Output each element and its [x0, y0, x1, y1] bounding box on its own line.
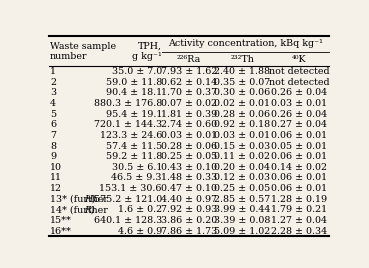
Text: 59.0 ± 11.8: 59.0 ± 11.8 [106, 78, 162, 87]
Text: 7: 7 [50, 131, 56, 140]
Text: 4: 4 [50, 99, 56, 108]
Text: 0.43 ± 0.10: 0.43 ± 0.10 [161, 163, 217, 172]
Text: 153.1 ± 30.6: 153.1 ± 30.6 [99, 184, 162, 193]
Text: 3: 3 [50, 88, 56, 97]
Text: 0.06 ± 0.01: 0.06 ± 0.01 [271, 173, 327, 183]
Text: 1.48 ± 0.33: 1.48 ± 0.33 [161, 173, 217, 183]
Text: ⁴⁰K: ⁴⁰K [292, 54, 306, 64]
Text: H): H) [84, 195, 96, 204]
Text: Waste sample
number: Waste sample number [50, 42, 116, 61]
Text: 0.26 ± 0.04: 0.26 ± 0.04 [271, 88, 327, 97]
Text: 4.6 ± 0.9: 4.6 ± 0.9 [118, 227, 162, 236]
Text: 0.92 ± 0.18: 0.92 ± 0.18 [214, 120, 270, 129]
Text: 0.03 ± 0.01: 0.03 ± 0.01 [271, 99, 327, 108]
Text: 95.4 ± 19.1: 95.4 ± 19.1 [106, 110, 162, 119]
Text: 0.35 ± 0.07: 0.35 ± 0.07 [214, 78, 270, 87]
Text: 3.39 ± 0.08: 3.39 ± 0.08 [214, 216, 270, 225]
Text: 5.09 ± 1.02: 5.09 ± 1.02 [214, 227, 270, 236]
Text: 4.40 ± 0.97: 4.40 ± 0.97 [161, 195, 217, 204]
Text: 0.26 ± 0.04: 0.26 ± 0.04 [271, 110, 327, 119]
Text: 16**: 16** [50, 227, 72, 236]
Text: 0.07 ± 0.02: 0.07 ± 0.02 [161, 99, 217, 108]
Text: 30.5 ± 6.1: 30.5 ± 6.1 [111, 163, 162, 172]
Text: 0.02 ± 0.01: 0.02 ± 0.01 [214, 99, 270, 108]
Text: 0.25 ± 0.05: 0.25 ± 0.05 [161, 152, 217, 161]
Text: 2.28 ± 0.34: 2.28 ± 0.34 [271, 227, 327, 236]
Text: 2: 2 [50, 78, 56, 87]
Text: 90.4 ± 18.1: 90.4 ± 18.1 [106, 88, 162, 97]
Text: 59.2 ± 11.8: 59.2 ± 11.8 [106, 152, 162, 161]
Text: 0.11 ± 0.02: 0.11 ± 0.02 [214, 152, 270, 161]
Text: 35.0 ± 7.0: 35.0 ± 7.0 [112, 67, 162, 76]
Text: 1.27 ± 0.04: 1.27 ± 0.04 [271, 216, 327, 225]
Text: 7.86 ± 1.73: 7.86 ± 1.73 [161, 227, 217, 236]
Text: 46.5 ± 9.3: 46.5 ± 9.3 [111, 173, 162, 183]
Text: 3.86 ± 0.20: 3.86 ± 0.20 [161, 216, 217, 225]
Text: 9: 9 [50, 152, 56, 161]
Text: 0.28 ± 0.06: 0.28 ± 0.06 [214, 110, 270, 119]
Text: TPH,
g kg⁻¹: TPH, g kg⁻¹ [132, 42, 162, 61]
Text: 0.03 ± 0.01: 0.03 ± 0.01 [161, 131, 217, 140]
Text: 7.93 ± 1.62: 7.93 ± 1.62 [161, 67, 217, 76]
Text: 0.47 ± 0.10: 0.47 ± 0.10 [161, 184, 217, 193]
Text: 0.12 ± 0.03: 0.12 ± 0.03 [214, 173, 270, 183]
Text: 11: 11 [50, 173, 62, 183]
Text: 7.92 ± 0.93: 7.92 ± 0.93 [161, 205, 217, 214]
Text: 5: 5 [50, 110, 56, 119]
Text: 0.06 ± 0.01: 0.06 ± 0.01 [271, 184, 327, 193]
Text: 0.05 ± 0.01: 0.05 ± 0.01 [271, 142, 327, 151]
Text: 1: 1 [50, 67, 56, 76]
Text: 0.62 ± 0.14: 0.62 ± 0.14 [161, 78, 217, 87]
Text: 123.3 ± 24.6: 123.3 ± 24.6 [100, 131, 162, 140]
Text: 0.20 ± 0.04: 0.20 ± 0.04 [214, 163, 270, 172]
Text: 720.1 ± 144.3: 720.1 ± 144.3 [94, 120, 162, 129]
Text: 13* (further: 13* (further [50, 195, 111, 204]
Text: 0.06 ± 0.01: 0.06 ± 0.01 [271, 131, 327, 140]
Text: 15**: 15** [50, 216, 72, 225]
Text: 880.3 ± 176.8: 880.3 ± 176.8 [94, 99, 162, 108]
Text: 0.15 ± 0.03: 0.15 ± 0.03 [214, 142, 270, 151]
Text: ²³²Th: ²³²Th [230, 54, 254, 64]
Text: Activity concentration, kBq kg⁻¹: Activity concentration, kBq kg⁻¹ [168, 39, 323, 48]
Text: 0.30 ± 0.06: 0.30 ± 0.06 [214, 88, 270, 97]
Text: 640.1 ± 128.3: 640.1 ± 128.3 [94, 216, 162, 225]
Text: 57.4 ± 11.5: 57.4 ± 11.5 [106, 142, 162, 151]
Text: 0.27 ± 0.04: 0.27 ± 0.04 [271, 120, 327, 129]
Text: 14* (further: 14* (further [50, 205, 111, 214]
Text: 575.2 ± 121.0: 575.2 ± 121.0 [94, 195, 162, 204]
Text: 0.28 ± 0.06: 0.28 ± 0.06 [161, 142, 217, 151]
Text: 0.25 ± 0.05: 0.25 ± 0.05 [214, 184, 270, 193]
Text: 1.28 ± 0.19: 1.28 ± 0.19 [271, 195, 327, 204]
Text: 1.81 ± 0.39: 1.81 ± 0.39 [161, 110, 217, 119]
Text: 2.85 ± 0.57: 2.85 ± 0.57 [214, 195, 270, 204]
Text: 1.79 ± 0.21: 1.79 ± 0.21 [271, 205, 327, 214]
Text: 1.70 ± 0.37: 1.70 ± 0.37 [161, 88, 217, 97]
Text: 0.14 ± 0.02: 0.14 ± 0.02 [271, 163, 327, 172]
Text: ²²⁶Ra: ²²⁶Ra [177, 54, 201, 64]
Text: 2.74 ± 0.60: 2.74 ± 0.60 [161, 120, 217, 129]
Text: R): R) [84, 205, 95, 214]
Text: 12: 12 [50, 184, 62, 193]
Text: 6: 6 [50, 120, 56, 129]
Text: 2.40 ± 1.88: 2.40 ± 1.88 [214, 67, 270, 76]
Text: 0.03 ± 0.01: 0.03 ± 0.01 [214, 131, 270, 140]
Text: 8: 8 [50, 142, 56, 151]
Text: not detected: not detected [269, 67, 330, 76]
Text: 0.06 ± 0.01: 0.06 ± 0.01 [271, 152, 327, 161]
Text: 1.6 ± 0.2: 1.6 ± 0.2 [118, 205, 162, 214]
Text: 10: 10 [50, 163, 62, 172]
Text: not detected: not detected [269, 78, 330, 87]
Text: 3.99 ± 0.44: 3.99 ± 0.44 [214, 205, 270, 214]
